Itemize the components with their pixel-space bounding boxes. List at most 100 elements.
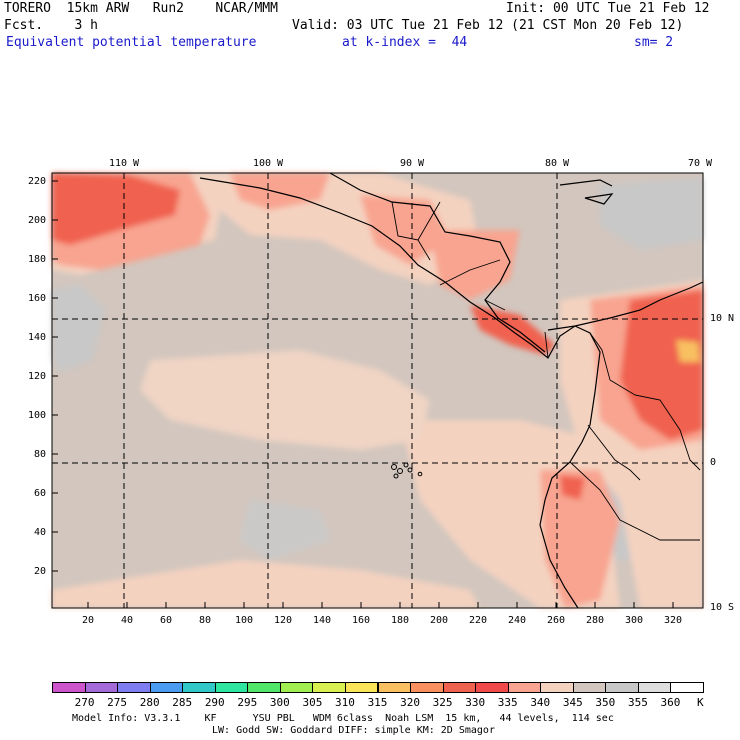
colorbar-label: 295 — [237, 696, 258, 709]
colorbar-segment — [572, 682, 607, 693]
border-peru-brazil — [569, 461, 700, 541]
colorbar-segment — [637, 682, 672, 693]
footer-model-info: Model Info: V3.3.1 KF YSU PBL WDM 6class… — [72, 713, 614, 724]
border-mexico-guatemala — [391, 201, 441, 241]
colorbar-segment — [540, 682, 574, 693]
colorbar-label: 320 — [400, 696, 420, 709]
top-lon-label: 90 W — [399, 158, 425, 169]
colorbar-label: 330 — [465, 696, 486, 709]
theta-e-warm-area-pacific — [140, 350, 430, 450]
theta-e-red-area-colombia — [620, 290, 703, 440]
y-tick-label: 20 — [33, 566, 46, 577]
top-lon-label: 70 W — [687, 158, 713, 169]
colorbar-segment — [605, 682, 639, 693]
colorbar-segment — [182, 682, 216, 693]
border-costa-rica-panama — [544, 331, 549, 359]
pacific-coastline — [199, 177, 601, 609]
top-lon-label: 100 W — [252, 158, 284, 169]
y-tick-label: 160 — [27, 293, 46, 304]
colorbar-segment — [312, 682, 346, 693]
colorbar-segment — [117, 682, 151, 693]
border-colombia-venezuela — [589, 332, 701, 471]
colorbar-segment — [507, 682, 542, 693]
colorbar-label: 345 — [562, 696, 583, 709]
y-tick-label: 100 — [27, 410, 46, 421]
colorbar-label: 340 — [530, 696, 551, 709]
y-tick-label: 40 — [33, 527, 46, 538]
y-tick-label: 220 — [27, 176, 46, 187]
right-lat-label: 10 S — [710, 602, 735, 613]
footer-physics-info: LW: Godd SW: Goddard DIFF: simple KM: 2D… — [212, 725, 495, 736]
x-tick-label: 300 — [624, 615, 644, 626]
colorbar-label: 360 — [660, 696, 681, 709]
x-tick-label: 180 — [390, 615, 410, 626]
field-name: Equivalent potential temperature — [6, 35, 257, 50]
hispaniola-coast — [584, 193, 614, 205]
header-forecast-hour: Fcst. 3 h — [4, 18, 98, 33]
x-tick-label: 240 — [507, 615, 527, 626]
theta-e-gray-patch — [600, 178, 703, 250]
theta-e-gray-patch — [52, 285, 105, 372]
galapagos-island — [393, 473, 399, 479]
x-tick-label: 60 — [159, 615, 173, 626]
colorbar-segment — [344, 682, 379, 693]
lat-lon-grid — [52, 173, 703, 608]
y-tick-label: 120 — [27, 371, 46, 382]
x-tick-label: 40 — [120, 615, 134, 626]
colorbar-segment — [247, 682, 281, 693]
theta-e-warm-area-southwest — [52, 560, 480, 608]
x-tick-label: 220 — [468, 615, 488, 626]
colorbar-segment — [52, 682, 86, 693]
colorbar-label: 305 — [302, 696, 323, 709]
colorbar-segment — [279, 682, 314, 693]
theta-e-pink-area-peru — [540, 470, 620, 608]
x-tick-label: 100 — [234, 615, 254, 626]
colorbar-label: 300 — [269, 696, 290, 709]
colorbar-segment — [149, 682, 184, 693]
colorbar-label: 325 — [432, 696, 453, 709]
header-valid-time: Valid: 03 UTC Tue 21 Feb 12 (21 CST Mon … — [292, 18, 684, 33]
galapagos-island — [391, 464, 397, 470]
theta-e-pink-area-honduras — [430, 230, 520, 300]
border-guatemala-honduras — [417, 239, 431, 261]
x-tick-label: 280 — [585, 615, 605, 626]
colorbar-segment — [214, 682, 249, 693]
colorbar-label: 350 — [595, 696, 616, 709]
colorbar-unit: K — [697, 696, 704, 709]
caribbean-coastline-colombia — [547, 281, 704, 331]
theta-e-gray-patch — [240, 500, 330, 560]
right-lat-label: 0 — [710, 457, 717, 468]
y-tick-label: 180 — [27, 254, 46, 265]
colorbar-segment — [410, 682, 444, 693]
colorbar-label: 310 — [335, 696, 355, 709]
y-tick-label: 200 — [27, 215, 46, 226]
y-tick-label: 140 — [27, 332, 46, 343]
colorbar-label: 315 — [367, 696, 388, 709]
colorbar-label: 285 — [172, 696, 193, 709]
colorbar-label: 270 — [74, 696, 95, 709]
cuba-coast — [559, 179, 613, 187]
x-tick-label: 160 — [351, 615, 371, 626]
galapagos-island — [397, 468, 403, 474]
y-tick-label: 60 — [33, 488, 46, 499]
country-borders — [391, 201, 701, 541]
field-level: at k-index = 44 — [342, 35, 468, 50]
header-model-run: TORERO 15km ARW Run2 NCAR/MMM — [4, 1, 278, 16]
galapagos-island — [417, 471, 423, 477]
colorbar-label: 290 — [204, 696, 225, 709]
map-frame — [51, 172, 704, 609]
top-lon-label: 110 W — [108, 158, 140, 169]
header-init-time: Init: 00 UTC Tue 21 Feb 12 — [506, 1, 710, 16]
border-honduras-nicaragua — [439, 259, 501, 286]
colorbar-segment — [442, 682, 477, 693]
border-nicaragua-costa-rica — [484, 299, 506, 311]
right-lat-label: 10 N — [710, 313, 735, 324]
theta-e-red-area-peru — [560, 475, 585, 500]
top-lon-label: 80 W — [544, 158, 570, 169]
x-tick-label: 200 — [429, 615, 449, 626]
border-ecuador-colombia — [587, 424, 641, 481]
theta-e-pink-area-mexico — [230, 173, 330, 210]
colorbar-label: 280 — [139, 696, 160, 709]
y-tick-label: 80 — [33, 449, 46, 460]
